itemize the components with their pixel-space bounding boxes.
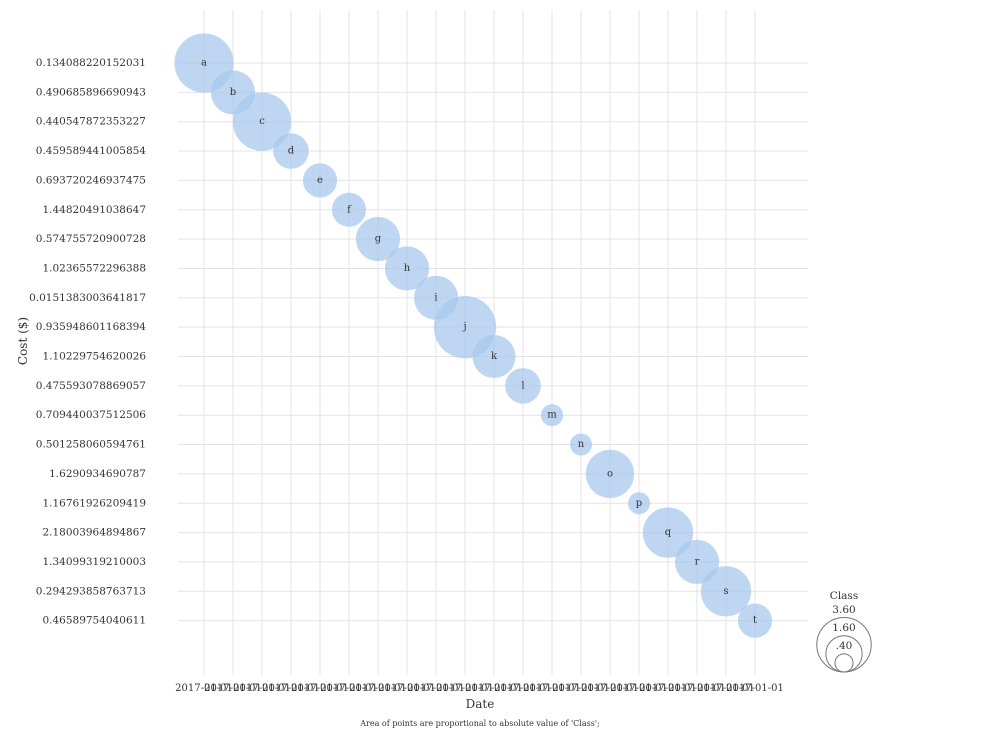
- point-label: h: [404, 263, 411, 274]
- legend-value: 1.60: [832, 622, 855, 634]
- y-tick-label: 1.34099319210003: [42, 556, 146, 568]
- y-tick-label: 0.294293858763713: [36, 585, 146, 597]
- point-label: a: [201, 58, 207, 69]
- data-point: [585, 449, 635, 499]
- y-tick-label: 0.46589754040611: [42, 615, 146, 627]
- data-point: [700, 566, 752, 617]
- size-legend: Class 3.60 1.60 .40: [816, 590, 872, 673]
- data-point: [569, 433, 593, 456]
- legend-value: 3.60: [832, 604, 855, 616]
- data-point: [384, 246, 430, 291]
- point-label: d: [288, 146, 295, 157]
- point-label: r: [695, 556, 700, 567]
- point-label: f: [347, 204, 352, 215]
- y-tick-label: 0.475593078869057: [36, 380, 146, 392]
- y-axis-title: Cost ($): [16, 317, 30, 365]
- point-label: s: [723, 586, 728, 597]
- data-point: [273, 133, 309, 169]
- x-tick-label: 2017-01-01: [262, 683, 320, 694]
- y-tick-label: 0.574755720900728: [36, 233, 146, 245]
- x-tick-label: 2017-01-01: [581, 683, 639, 694]
- data-point: [302, 163, 338, 198]
- legend-title: Class: [830, 590, 858, 602]
- y-tick-label: 1.10229754620026: [42, 351, 146, 363]
- x-tick-label: 2017-01-01: [349, 683, 407, 694]
- bubbles: a b c d e f g h i j k l m n o p q r s t: [174, 33, 773, 638]
- chart-caption: Area of points are proportional to absol…: [359, 719, 599, 728]
- y-tick-label: 0.501258060594761: [36, 439, 146, 451]
- point-label: g: [375, 234, 382, 245]
- data-point: [642, 507, 694, 558]
- y-tick-label: 0.440547872353227: [36, 116, 146, 128]
- point-label: e: [317, 175, 323, 186]
- x-tick-label: 2017-01-01: [233, 683, 291, 694]
- point-label: o: [607, 468, 613, 479]
- data-point: [355, 217, 401, 262]
- point-label: i: [434, 292, 437, 303]
- x-tick-label: 2017-01-01: [552, 683, 610, 694]
- y-tick-label: 1.16761926209419: [42, 497, 146, 509]
- point-label: b: [230, 87, 236, 98]
- point-label: m: [547, 410, 557, 421]
- y-tick-label: 1.6290934690787: [49, 468, 146, 480]
- y-tick-label: 0.459589441005854: [36, 145, 147, 157]
- point-label: n: [578, 439, 585, 450]
- y-tick-label: 0.935948601168394: [36, 321, 147, 333]
- x-tick-label: 2017-01-01: [465, 683, 523, 694]
- data-point: [540, 404, 564, 427]
- y-tick-label: 2.18003964894867: [42, 527, 146, 539]
- x-tick-label: 2017-01-01: [320, 683, 378, 694]
- x-tick-label: 2017-01-01: [436, 683, 494, 694]
- x-tick-label: 2017-01-01: [523, 683, 581, 694]
- y-tick-label: 1.02365572296388: [42, 262, 146, 274]
- point-label: k: [491, 351, 498, 362]
- data-point: [674, 539, 720, 585]
- point-label: q: [665, 527, 672, 538]
- x-axis-title: Date: [466, 697, 495, 711]
- x-tick-label: 2017-01-01: [726, 683, 784, 694]
- data-point: [331, 192, 367, 227]
- legend-circle: [834, 653, 854, 673]
- y-tick-label: 0.709440037512506: [36, 409, 147, 421]
- y-tick-label: 1.44820491038647: [42, 204, 146, 216]
- x-tick-label: 2017-01-01: [610, 683, 668, 694]
- data-point: [472, 334, 516, 379]
- y-tick-label: 0.693720246937475: [36, 174, 146, 186]
- x-tick-label: 2017-01-01: [407, 683, 465, 694]
- point-label: p: [636, 498, 642, 509]
- x-tick-labels: 2017-01-012017-01-012017-01-012017-01-01…: [175, 683, 784, 694]
- point-label: t: [753, 615, 757, 626]
- x-tick-label: 2017-01-01: [494, 683, 552, 694]
- x-tick-label: 2017-01-01: [668, 683, 726, 694]
- x-tick-label: 2017-01-01: [291, 683, 349, 694]
- y-tick-label: 0.134088220152031: [36, 57, 146, 69]
- point-label: j: [462, 322, 466, 333]
- data-point: [505, 368, 541, 404]
- x-tick-label: 2017-01-01: [175, 683, 233, 694]
- data-point: [232, 92, 292, 151]
- data-point: [627, 492, 651, 515]
- y-tick-label: 0.0151383003641817: [29, 292, 146, 304]
- data-point: [737, 603, 773, 638]
- x-tick-label: 2017-01-01: [639, 683, 697, 694]
- point-label: l: [521, 380, 524, 391]
- legend-value: .40: [836, 640, 853, 652]
- x-tick-label: 2017-01-01: [697, 683, 755, 694]
- y-tick-label: 0.490685896690943: [36, 86, 146, 98]
- y-tick-labels: 0.134088220152031 0.490685896690943 0.4405…: [29, 57, 146, 627]
- point-label: c: [259, 116, 265, 127]
- x-tick-label: 2017-01-01: [204, 683, 262, 694]
- x-tick-label: 2017-01-01: [378, 683, 436, 694]
